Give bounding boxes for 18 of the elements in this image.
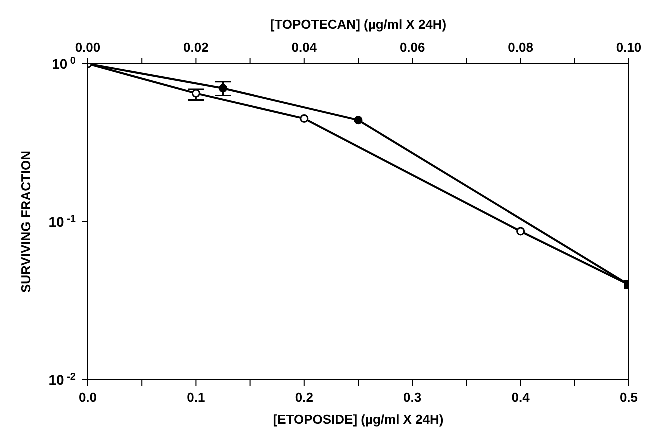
x-tick-label: 0.4 — [512, 390, 531, 405]
x2-tick-label: 0.02 — [184, 40, 209, 55]
y-tick-label: 10$^{-2}$ — [48, 372, 76, 388]
x2-tick-label: 0.04 — [292, 40, 318, 55]
y-axis-title: SURVIVING FRACTION — [18, 150, 34, 294]
y-tick-label: 10$^{-1}$ — [48, 214, 76, 230]
x-tick-label: 0.1 — [187, 390, 206, 405]
x2-tick-label: 0.10 — [616, 40, 642, 55]
x-tick-label: 0.2 — [295, 390, 314, 405]
x2-tick-label: 0.06 — [400, 40, 426, 55]
x-tick-label: 0.3 — [404, 390, 422, 405]
x-tick-label: 0.0 — [78, 390, 98, 405]
x2-tick-label: 0.00 — [75, 40, 101, 55]
x-tick-label: 0.5 — [620, 390, 638, 405]
x2-axis-title: [TOPOTECAN] (µg/ml X 24H) — [270, 17, 447, 32]
x-axis-title: [ETOPOSIDE] (µg/ml X 24H) — [273, 412, 444, 427]
y-tick-label: 10$^{0}$ — [52, 56, 76, 72]
x2-tick-label: 0.08 — [508, 40, 534, 55]
